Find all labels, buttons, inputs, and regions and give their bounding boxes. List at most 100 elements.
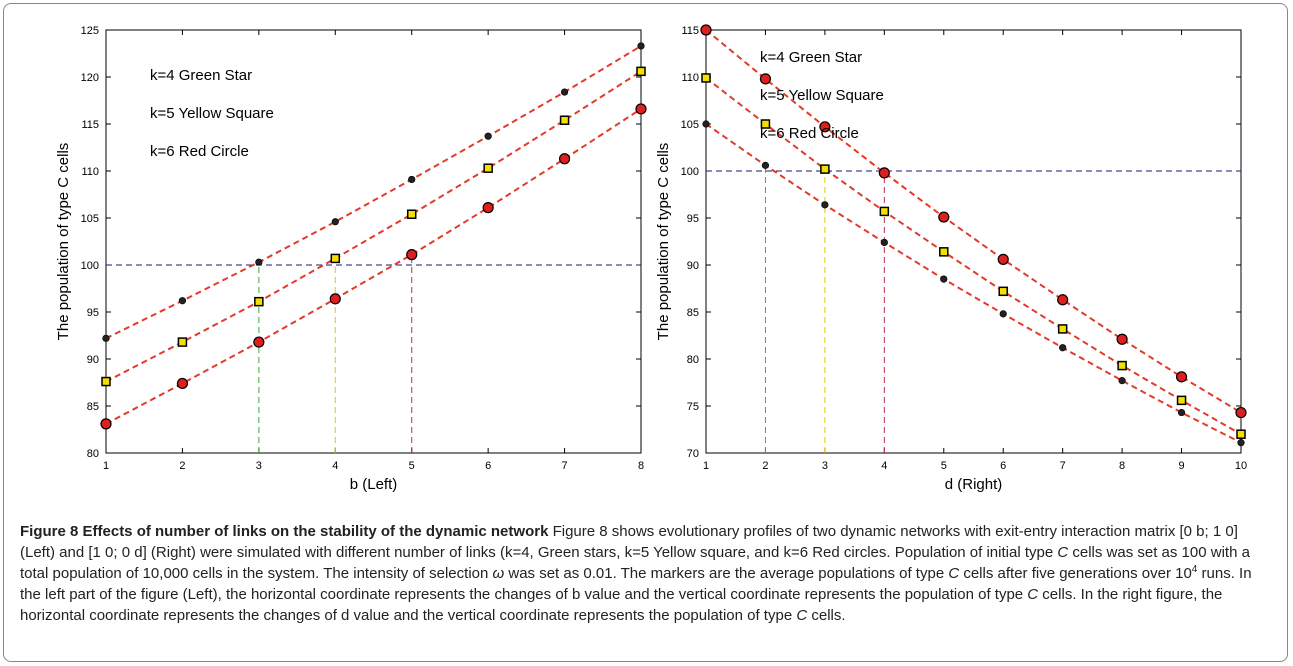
right-chart-xtick-label: 2 bbox=[762, 460, 768, 472]
caption-omega: ω bbox=[493, 565, 505, 582]
right-chart-ytick-label: 115 bbox=[681, 25, 699, 37]
right-chart-series-1-point bbox=[880, 207, 888, 215]
left-chart-ytick-label: 100 bbox=[81, 260, 99, 272]
left-chart-series-1-point bbox=[178, 338, 186, 346]
right-chart-legend-entry: k=6 Red Circle bbox=[760, 125, 859, 142]
left-chart-ylabel: The population of type C cells bbox=[55, 143, 72, 341]
left-chart-axes-frame bbox=[106, 30, 641, 453]
caption-cell-type-3: C bbox=[1027, 586, 1038, 603]
right-chart-series-2-point bbox=[760, 74, 770, 84]
left-chart-series-2-point bbox=[254, 337, 264, 347]
left-chart-series-1-point bbox=[102, 378, 110, 386]
right-chart-ytick-label: 100 bbox=[681, 166, 699, 178]
right-chart-series-2-point bbox=[1236, 408, 1246, 418]
left-chart-series-0-point bbox=[408, 176, 415, 183]
left-chart-series-2-point bbox=[636, 104, 646, 114]
left-chart-xtick-label: 4 bbox=[332, 460, 338, 472]
left-chart-ytick-label: 125 bbox=[81, 25, 99, 37]
left-chart-xtick-label: 2 bbox=[179, 460, 185, 472]
left-chart-series-2-point bbox=[177, 378, 187, 388]
left-chart-series-2-point bbox=[560, 154, 570, 164]
right-chart-series-1-point bbox=[940, 248, 948, 256]
right-chart: 1 2 3 4 5 6 7 8 9 10 70 75 80 85 90 95 100 105 110 115 d (Ri… bbox=[655, 25, 1247, 493]
right-chart-series-0-point bbox=[703, 121, 710, 128]
right-chart-series-0-point bbox=[1178, 409, 1185, 416]
left-chart-series-0-point bbox=[256, 259, 263, 266]
left-chart-xtick-label: 6 bbox=[485, 460, 491, 472]
right-chart-series-1-point bbox=[999, 287, 1007, 295]
left-chart-series-0-point bbox=[561, 89, 568, 96]
right-chart-xtick-label: 3 bbox=[822, 460, 828, 472]
right-chart-xlabel: d (Right) bbox=[945, 476, 1003, 493]
right-chart-xtick-label: 4 bbox=[881, 460, 887, 472]
caption-text-3: was set as 0.01. The markers are the ave… bbox=[504, 565, 948, 582]
left-chart-series-2-point bbox=[483, 203, 493, 213]
left-chart-xlabel: b (Left) bbox=[350, 476, 398, 493]
left-chart-ytick-label: 105 bbox=[81, 213, 99, 225]
left-chart-legend-entry: k=5 Yellow Square bbox=[150, 105, 274, 122]
left-chart-series-1-point bbox=[408, 210, 416, 218]
right-chart-series-1-point bbox=[821, 165, 829, 173]
right-chart-series-0-point bbox=[762, 162, 769, 169]
left-chart-series-2-point bbox=[101, 419, 111, 429]
right-chart-series-2-point bbox=[1117, 334, 1127, 344]
caption-cell-type-2: C bbox=[948, 565, 959, 582]
right-chart-ytick-label: 95 bbox=[687, 213, 699, 225]
caption-title: Figure 8 Effects of number of links on t… bbox=[20, 523, 548, 540]
caption-text-4: cells after five generations over 10 bbox=[959, 565, 1192, 582]
right-chart-series-0-line bbox=[706, 124, 1241, 443]
left-chart-ytick-label: 120 bbox=[81, 72, 99, 84]
right-chart-series-1-point bbox=[1237, 430, 1245, 438]
right-chart-series-0-point bbox=[1059, 344, 1066, 351]
right-chart-series-0-point bbox=[1238, 439, 1245, 446]
left-chart-xtick-label: 3 bbox=[256, 460, 262, 472]
right-chart-series-0-point bbox=[940, 276, 947, 283]
left-chart-series-2-point bbox=[330, 294, 340, 304]
left-chart-xtick-label: 7 bbox=[562, 460, 568, 472]
right-chart-legend-entry: k=5 Yellow Square bbox=[760, 87, 884, 104]
left-chart-ytick-label: 115 bbox=[81, 119, 99, 131]
left-chart-series-2-point bbox=[407, 250, 417, 260]
left-chart-legend-entry: k=4 Green Star bbox=[150, 67, 252, 84]
caption-cell-type-4: C bbox=[796, 607, 807, 624]
left-chart-series-0-point bbox=[332, 218, 339, 225]
right-chart-ytick-label: 75 bbox=[687, 401, 699, 413]
right-chart-ytick-label: 80 bbox=[687, 354, 699, 366]
right-chart-series-1-point bbox=[1118, 362, 1126, 370]
right-chart-series-0-point bbox=[1119, 377, 1126, 384]
left-chart-xtick-label: 1 bbox=[103, 460, 109, 472]
left-chart-series-1-point bbox=[637, 67, 645, 75]
right-chart-xtick-label: 7 bbox=[1060, 460, 1066, 472]
left-chart-ytick-label: 95 bbox=[87, 307, 99, 319]
right-chart-series-1-point bbox=[1178, 396, 1186, 404]
right-chart-series-1-point bbox=[702, 74, 710, 82]
right-chart-ytick-label: 105 bbox=[681, 119, 699, 131]
right-chart-xtick-label: 1 bbox=[703, 460, 709, 472]
left-chart-ytick-label: 85 bbox=[87, 401, 99, 413]
left-chart-xtick-label: 5 bbox=[409, 460, 415, 472]
right-chart-xtick-label: 10 bbox=[1235, 460, 1247, 472]
figure-caption: Figure 8 Effects of number of links on t… bbox=[20, 521, 1275, 626]
right-chart-series-2-point bbox=[939, 212, 949, 222]
left-chart-ytick-label: 80 bbox=[87, 448, 99, 460]
left-chart-series-0-line bbox=[106, 46, 641, 338]
right-chart-series-2-point bbox=[998, 254, 1008, 264]
right-chart-ytick-label: 90 bbox=[687, 260, 699, 272]
right-chart-series-2-point bbox=[1177, 372, 1187, 382]
left-chart-legend-entry: k=6 Red Circle bbox=[150, 143, 249, 160]
right-chart-series-0-point bbox=[822, 202, 829, 209]
caption-cell-type-1: C bbox=[1057, 544, 1068, 561]
right-chart-ylabel: The population of type C cells bbox=[655, 143, 672, 341]
right-chart-ytick-label: 70 bbox=[687, 448, 699, 460]
right-chart-xtick-label: 9 bbox=[1178, 460, 1184, 472]
left-chart-series-0-point bbox=[485, 133, 492, 140]
left-chart-ytick-label: 110 bbox=[81, 166, 99, 178]
right-chart-xtick-label: 5 bbox=[941, 460, 947, 472]
right-chart-xtick-label: 6 bbox=[1000, 460, 1006, 472]
left-chart-series-0-point bbox=[103, 335, 110, 342]
right-chart-ytick-label: 85 bbox=[687, 307, 699, 319]
right-chart-series-0-point bbox=[881, 239, 888, 246]
left-chart-series-1-point bbox=[331, 254, 339, 262]
right-chart-series-0-point bbox=[1000, 311, 1007, 318]
